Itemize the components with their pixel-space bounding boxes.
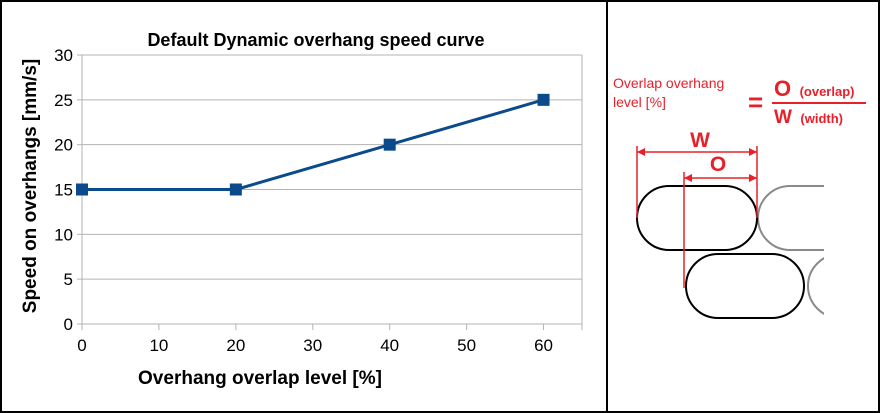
neighbor-extrusion-bottom [807,257,824,315]
numerator-subscript: (overlap) [800,84,855,99]
x-tick-label: 10 [149,336,168,355]
formula-equals-sign: = [748,87,763,117]
w-arrow-right [749,148,757,156]
y-tick-label: 20 [54,136,73,155]
x-tick-label: 50 [457,336,476,355]
y-tick-label: 25 [54,91,73,110]
series-line [82,98,544,191]
x-tick-label: 30 [303,336,322,355]
y-tick-label: 0 [64,315,73,334]
w-dimension-label: W [690,129,710,152]
chart-title: Default Dynamic overhang speed curve [147,30,484,50]
x-tick-label: 0 [77,336,86,355]
axes [77,54,583,330]
formula-denominator: W (width) [774,107,843,128]
data-point-marker [383,138,396,151]
chart-panel: Default Dynamic overhang speed curve 0 5 1… [20,30,583,389]
formula-label-line2: level [%] [613,94,666,110]
x-tick-label: 40 [380,336,399,355]
o-arrow-right [749,174,757,182]
formula-label-line1: Overlap overhang [613,75,724,91]
y-tick-labels: 0 5 10 15 20 25 30 [54,46,73,334]
denominator-letter: W [774,107,792,128]
neighbor-extrusion-top [757,185,824,251]
data-series [76,93,550,196]
numerator-letter: O [774,76,791,101]
x-tick-label: 60 [534,336,553,355]
data-point-marker [537,93,550,106]
y-tick-label: 30 [54,46,73,65]
y-axis-label: Speed on overhangs [mm/s] [20,59,41,313]
x-tick-labels: 0 10 20 30 40 50 60 [77,336,553,355]
data-point-marker [76,183,88,196]
denominator-subscript: (width) [800,111,843,126]
x-axis-label: Overhang overlap level [%] [138,368,382,389]
w-arrow-left [637,148,645,156]
formula-numerator: O (overlap) [774,76,854,101]
extrusion-top [636,185,758,251]
data-point-marker [229,183,242,196]
y-tick-label: 5 [64,270,73,289]
x-tick-label: 20 [226,336,245,355]
overlap-diagram: Overlap overhang level [%] = O (overlap)… [613,75,866,319]
o-dimension-label: O [710,153,726,176]
o-arrow-left [684,174,692,182]
y-tick-label: 10 [54,225,73,244]
extrusion-overhang [685,253,805,319]
y-tick-label: 15 [54,181,73,200]
